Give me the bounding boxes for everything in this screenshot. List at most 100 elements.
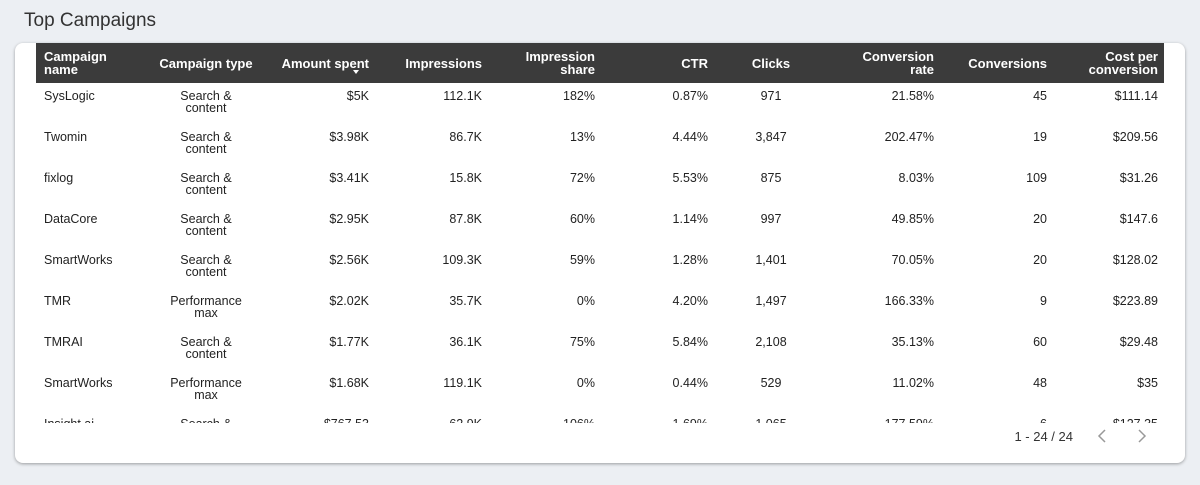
table-cell: 119.1K xyxy=(375,370,488,411)
cell-text: $111.14 xyxy=(1114,89,1158,103)
cell-text: 49.85% xyxy=(891,212,934,226)
table-cell: 62.9K xyxy=(375,411,488,423)
table-cell: 177.59% xyxy=(826,411,940,423)
column-header-text: Clicks xyxy=(751,55,791,71)
table-cell: SmartWorks xyxy=(36,247,140,288)
cell-text: 4.44% xyxy=(672,130,708,144)
cell-text: 182% xyxy=(563,89,595,103)
table-cell: 49.85% xyxy=(826,206,940,247)
cell-text: SmartWorks xyxy=(44,253,113,267)
table-cell: $29.48 xyxy=(1053,329,1164,370)
table-cell: SmartWorks xyxy=(36,370,140,411)
table-cell: $147.6 xyxy=(1053,206,1164,247)
column-header: Impressions xyxy=(375,43,488,83)
column-header-text: Campaign name xyxy=(44,49,107,77)
cell-text: 70.05% xyxy=(891,253,934,267)
table-cell: 20 xyxy=(940,247,1053,288)
cell-text: $3.41K xyxy=(329,171,369,185)
cell-text: 875 xyxy=(760,171,782,185)
table-cell: 60% xyxy=(488,206,601,247)
table-cell: 4.20% xyxy=(601,288,714,329)
cell-text: $767.53 xyxy=(324,418,369,423)
cell-text: Search & content xyxy=(180,171,232,197)
cell-text: $1.68K xyxy=(329,376,369,390)
table-cell: 1.14% xyxy=(601,206,714,247)
cell-text: 997 xyxy=(760,212,782,226)
cell-text: 4.20% xyxy=(672,294,708,308)
table-cell: Search & content xyxy=(140,83,270,124)
cell-text: 109 xyxy=(1026,171,1047,185)
cell-text: 60 xyxy=(1033,335,1047,349)
cell-text: TMRAI xyxy=(44,335,83,349)
column-header: Campaign type xyxy=(140,43,270,83)
pagination: 1 - 24 / 24 xyxy=(1014,428,1149,444)
table-row: SmartWorks Performance max $1.68K 119.1K 0% 0… xyxy=(36,370,1164,411)
column-header-text: Conversion rate xyxy=(862,49,934,77)
table-cell: 1.69% xyxy=(601,411,714,423)
table-cell: 13% xyxy=(488,124,601,165)
cell-text: Performance max xyxy=(170,376,242,402)
cell-text: 5.84% xyxy=(672,335,708,349)
cell-text: 112.1K xyxy=(443,89,482,103)
table-cell: 5.53% xyxy=(601,165,714,206)
column-header: Campaign name xyxy=(36,43,140,83)
cell-text: 202.47% xyxy=(884,130,934,144)
cell-text: 60% xyxy=(569,212,595,226)
table-cell: $2.02K xyxy=(270,288,375,329)
column-header: Conversions xyxy=(940,43,1053,83)
column-header-text: Cost per conversion xyxy=(1088,49,1158,77)
cell-text: $2.02K xyxy=(329,294,369,308)
cell-text: 109.3K xyxy=(442,253,482,267)
table-cell: 70.05% xyxy=(826,247,940,288)
cell-text: 15.8K xyxy=(449,171,482,185)
table-cell: 1,497 xyxy=(714,288,826,329)
cell-text: 11.02% xyxy=(892,376,934,390)
table-cell: 59% xyxy=(488,247,601,288)
table-cell: 35.7K xyxy=(375,288,488,329)
cell-text: $147.6 xyxy=(1119,212,1158,226)
table-cell: Search & content xyxy=(140,329,270,370)
table-cell: $127.35 xyxy=(1053,411,1164,423)
cell-text: fixlog xyxy=(44,171,74,185)
table-row: SmartWorks Search & content $2.56K 109.3K 59… xyxy=(36,247,1164,288)
cell-text: 119.1K xyxy=(443,376,482,390)
table-cell: $3.41K xyxy=(270,165,375,206)
table-cell: SysLogic xyxy=(36,83,140,124)
cell-text: Search & content xyxy=(180,253,232,279)
cell-text: Performance max xyxy=(170,294,242,320)
table-cell: 48 xyxy=(940,370,1053,411)
table-cell: Search & content xyxy=(140,206,270,247)
column-header: Cost per conversion xyxy=(1053,43,1164,83)
table-cell: $2.95K xyxy=(270,206,375,247)
cell-text: Search & content xyxy=(166,418,246,423)
table-cell: 21.58% xyxy=(826,83,940,124)
cell-text: $127.35 xyxy=(1113,418,1158,423)
column-header: Amount spent xyxy=(270,43,375,83)
cell-text: 87.8K xyxy=(449,212,482,226)
page-range: 1 - 24 / 24 xyxy=(1014,428,1073,444)
table-row: SysLogic Search & content $5K 112.1K 182% 0.8… xyxy=(36,83,1164,124)
table-cell: 11.02% xyxy=(826,370,940,411)
cell-text: $223.89 xyxy=(1112,294,1158,308)
table-cell: Twomin xyxy=(36,124,140,165)
cell-text: 1.28% xyxy=(672,253,708,267)
table-cell: 86.7K xyxy=(375,124,488,165)
table-cell: Search & content xyxy=(140,411,270,423)
cell-text: 2,108 xyxy=(755,335,787,349)
cell-text: $31.26 xyxy=(1119,171,1158,185)
prev-page[interactable] xyxy=(1095,428,1111,444)
table-cell: Search & content xyxy=(140,124,270,165)
column-header: Conversion rate xyxy=(826,43,940,83)
cell-text: 8.03% xyxy=(898,171,934,185)
next-page[interactable] xyxy=(1133,428,1149,444)
cell-text: 20 xyxy=(1033,253,1047,267)
table-cell: 1,401 xyxy=(714,247,826,288)
cell-text: Insight.ai xyxy=(44,418,94,423)
table-cell: TMR xyxy=(36,288,140,329)
cell-text: 1,401 xyxy=(755,253,787,267)
campaign-table: Campaign name Campaign type Amount spent Im… xyxy=(36,43,1164,423)
table-cell: 72% xyxy=(488,165,601,206)
table-cell: $111.14 xyxy=(1053,83,1164,124)
table-cell: 45 xyxy=(940,83,1053,124)
